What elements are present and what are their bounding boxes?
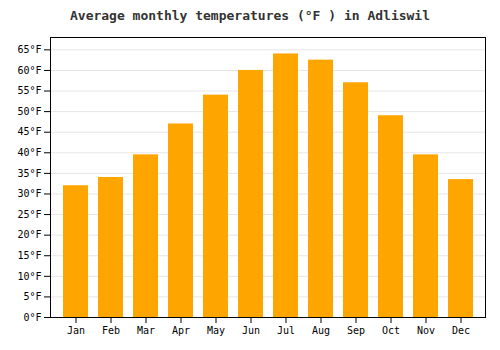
- svg-text:60°F: 60°F: [17, 65, 41, 76]
- html-text:Average monthly temperatures (: Average monthly temperatures (°F ) in Ad…: [70, 8, 430, 23]
- svg-text:65°F: 65°F: [17, 44, 41, 55]
- svg-text:Oct: Oct: [382, 325, 400, 336]
- svg-text:20°F: 20°F: [17, 229, 41, 240]
- svg-text:Jul: Jul: [277, 325, 295, 336]
- svg-text:25°F: 25°F: [17, 209, 41, 220]
- svg-text:55°F: 55°F: [17, 85, 41, 96]
- svg-text:30°F: 30°F: [17, 188, 41, 199]
- svg-text:50°F: 50°F: [17, 106, 41, 117]
- svg-text:Apr: Apr: [172, 325, 190, 336]
- svg-text:15°F: 15°F: [17, 250, 41, 261]
- svg-text:Mar: Mar: [137, 325, 155, 336]
- svg-text:Sep: Sep: [347, 325, 365, 336]
- svg-text:Aug: Aug: [312, 325, 330, 336]
- svg-text:Jan: Jan: [67, 325, 85, 336]
- svg-text:Dec: Dec: [452, 325, 470, 336]
- svg-text:45°F: 45°F: [17, 126, 41, 137]
- svg-text:Nov: Nov: [417, 325, 435, 336]
- svg-text:May: May: [207, 325, 225, 336]
- svg-text:Feb: Feb: [102, 325, 120, 336]
- svg-text:Jun: Jun: [242, 325, 260, 336]
- svg-text:0°F: 0°F: [23, 312, 41, 323]
- svg-text:5°F: 5°F: [23, 291, 41, 302]
- svg-text:10°F: 10°F: [17, 271, 41, 282]
- svg-text:40°F: 40°F: [17, 147, 41, 158]
- svg-text:35°F: 35°F: [17, 168, 41, 179]
